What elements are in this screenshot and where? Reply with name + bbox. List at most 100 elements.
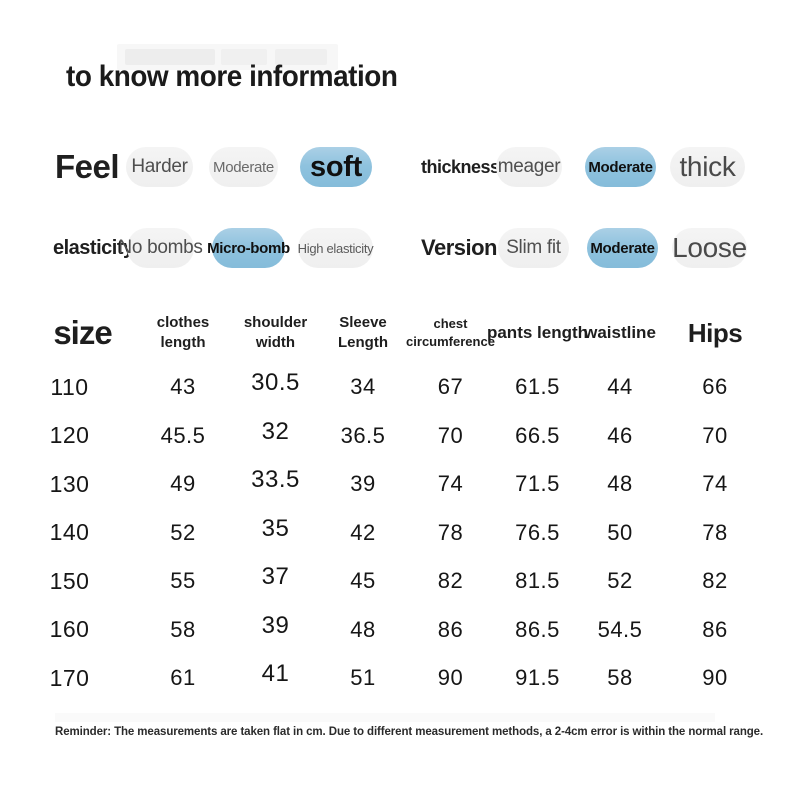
option-pill-moderate[interactable]: Moderate <box>209 147 278 187</box>
cell-value: 49 <box>170 471 196 497</box>
size-table-cell: 45 <box>320 557 406 606</box>
cell-value: 140 <box>49 519 90 546</box>
size-table-cell: 39 <box>231 606 320 655</box>
cell-value: 150 <box>49 567 90 594</box>
version-selector-group: Version Slim fit Moderate Loose <box>421 228 747 268</box>
size-table-cell: 86.5 <box>495 606 580 655</box>
size-table-cell: 78 <box>660 509 770 558</box>
option-pill-slim-fit[interactable]: Slim fit <box>498 228 569 268</box>
size-table-cell: 58 <box>135 606 231 655</box>
version-label: Version <box>421 235 497 260</box>
cell-value: 82 <box>437 568 464 594</box>
cell-value: 90 <box>702 665 728 691</box>
cell-value: 35 <box>261 514 290 542</box>
cell-value: 160 <box>49 616 90 643</box>
option-pill-high-elasticity[interactable]: High elasticity <box>298 228 374 268</box>
size-table-cell: 66.5 <box>495 412 580 461</box>
size-table-cell: 86 <box>660 606 770 655</box>
cell-value: 41 <box>261 660 290 688</box>
size-table-header-3: Sleeve Length <box>320 303 406 363</box>
size-table-cell: 58 <box>580 654 660 703</box>
header-label: waistline <box>584 323 656 342</box>
cell-value: 76.5 <box>515 519 560 545</box>
feel-options: Harder Moderate soft <box>126 147 372 187</box>
header-label: shoulder width <box>243 313 308 351</box>
size-table-cell: 78 <box>406 509 495 558</box>
size-table-header-0: size <box>30 303 135 363</box>
cell-value: 120 <box>49 422 90 449</box>
size-table-cell: 45.5 <box>135 412 231 461</box>
cell-value: 130 <box>49 470 90 497</box>
cell-value: 58 <box>170 616 196 642</box>
size-table-cell: 52 <box>135 509 231 558</box>
size-table-cell: 55 <box>135 557 231 606</box>
cell-value: 46 <box>607 422 633 448</box>
size-row-label: 120 <box>30 412 135 461</box>
cell-value: 45.5 <box>160 422 206 448</box>
size-table-cell: 86 <box>406 606 495 655</box>
cell-value: 67 <box>437 374 464 400</box>
cell-value: 78 <box>702 519 728 545</box>
cell-value: 52 <box>170 519 196 545</box>
size-table-cell: 61 <box>135 654 231 703</box>
cell-value: 45 <box>350 568 376 594</box>
cell-value: 39 <box>350 471 376 497</box>
size-table-header-5: pants length <box>487 303 588 363</box>
elasticity-options: No bombs Micro-bomb High elasticity <box>118 228 374 268</box>
size-table-cell: 81.5 <box>495 557 580 606</box>
size-table-cell: 82 <box>660 557 770 606</box>
watermark-smudge <box>275 49 327 65</box>
size-table-cell: 91.5 <box>495 654 580 703</box>
thickness-selector-group: thickness meager Moderate thick <box>421 147 745 187</box>
option-pill-moderate[interactable]: Moderate <box>587 228 658 268</box>
watermark-smudge <box>221 49 267 65</box>
cell-value: 170 <box>49 664 90 691</box>
size-table-cell: 39 <box>320 460 406 509</box>
size-table-cell: 76.5 <box>495 509 580 558</box>
cell-value: 50 <box>607 519 633 545</box>
size-row-label: 110 <box>30 363 135 412</box>
feel-label: Feel <box>55 148 120 185</box>
option-pill-soft[interactable]: soft <box>300 147 372 187</box>
header-label: pants length <box>486 323 589 342</box>
option-pill-moderate[interactable]: Moderate <box>585 147 656 187</box>
size-table-cell: 48 <box>580 460 660 509</box>
cell-value: 110 <box>50 373 89 400</box>
option-pill-meager[interactable]: meager <box>496 147 562 187</box>
watermark-smudge <box>125 49 215 65</box>
header-label: chest circumference <box>406 316 495 349</box>
option-pill-no-bombs[interactable]: No bombs <box>118 228 203 268</box>
page-title: to know more information <box>66 60 398 93</box>
thickness-label: thickness <box>421 156 500 177</box>
cell-value: 37 <box>261 563 290 591</box>
elasticity-selector-group: elasticity No bombs Micro-bomb High elasti… <box>53 228 374 268</box>
size-table-cell: 51 <box>320 654 406 703</box>
cell-value: 48 <box>607 471 633 497</box>
size-table-cell: 74 <box>660 460 770 509</box>
size-table-cell: 71.5 <box>495 460 580 509</box>
cell-value: 51 <box>350 665 376 691</box>
size-table-cell: 32 <box>231 412 320 461</box>
cell-value: 42 <box>350 519 376 545</box>
size-table-cell: 82 <box>406 557 495 606</box>
header-label: Sleeve Length <box>338 313 388 351</box>
cell-value: 32 <box>261 417 290 445</box>
size-row-label: 160 <box>30 606 135 655</box>
size-table-cell: 48 <box>320 606 406 655</box>
size-table-cell: 44 <box>580 363 660 412</box>
option-pill-loose[interactable]: Loose <box>672 228 747 268</box>
option-pill-thick[interactable]: thick <box>670 147 745 187</box>
cell-value: 90 <box>437 665 464 691</box>
option-pill-micro-bomb[interactable]: Micro-bomb <box>207 228 290 268</box>
size-table-cell: 61.5 <box>495 363 580 412</box>
size-table-header-6: waistline <box>580 303 660 363</box>
cell-value: 58 <box>607 665 633 691</box>
cell-value: 86 <box>702 616 728 642</box>
cell-value: 30.5 <box>251 369 300 397</box>
size-table-header-2: shoulder width <box>231 303 320 363</box>
size-table-cell: 36.5 <box>320 412 406 461</box>
size-table-cell: 70 <box>406 412 495 461</box>
cell-value: 43 <box>170 374 196 400</box>
option-pill-harder[interactable]: Harder <box>126 147 193 187</box>
cell-value: 44 <box>607 374 633 400</box>
